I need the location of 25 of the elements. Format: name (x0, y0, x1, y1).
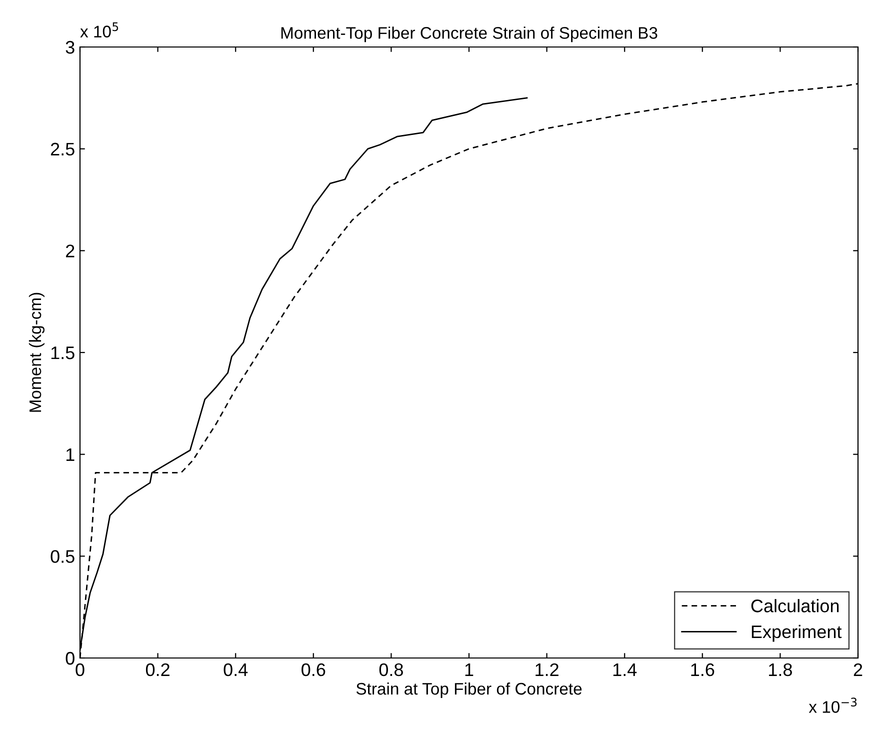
y-tick-label: 1 (66, 448, 74, 461)
x-tick-label: 2 (854, 663, 862, 676)
y-axis-title: Moment (kg-cm) (28, 292, 44, 412)
y-tick-label: 0.5 (50, 550, 74, 563)
x-axis-title: Strain at Top Fiber of Concrete (356, 682, 582, 698)
x-tick-label: 0.6 (302, 663, 326, 676)
y-tick-label: 2.5 (50, 142, 74, 156)
x-tick-label: 1.2 (536, 663, 558, 676)
chart-title: Moment-Top Fiber Concrete Strain of Specimen B3 (281, 26, 658, 42)
x-tick-label: 0.4 (224, 663, 248, 676)
x-tick-label: 0 (76, 663, 84, 676)
x-tick-label: 1 (465, 664, 474, 676)
x-tick-label: 0.8 (379, 663, 403, 676)
x-tick-label: 1.8 (769, 663, 792, 676)
text: x 10$^{−3}$ (808, 698, 857, 713)
legend-label: Experiment (752, 624, 842, 642)
y-tick-label: 0 (66, 652, 74, 665)
y-tick-label: 2 (66, 244, 74, 258)
x-tick-label: 0.2 (146, 663, 170, 676)
text: x 10$^{5}$ (80, 22, 118, 38)
legend-label: Calculation (751, 599, 839, 612)
x-tick-label: 1.4 (613, 664, 637, 676)
y-tick-label: 1.5 (51, 346, 74, 360)
x-tick-label: 1.6 (691, 663, 714, 676)
y-tick-label: 3 (66, 40, 74, 54)
